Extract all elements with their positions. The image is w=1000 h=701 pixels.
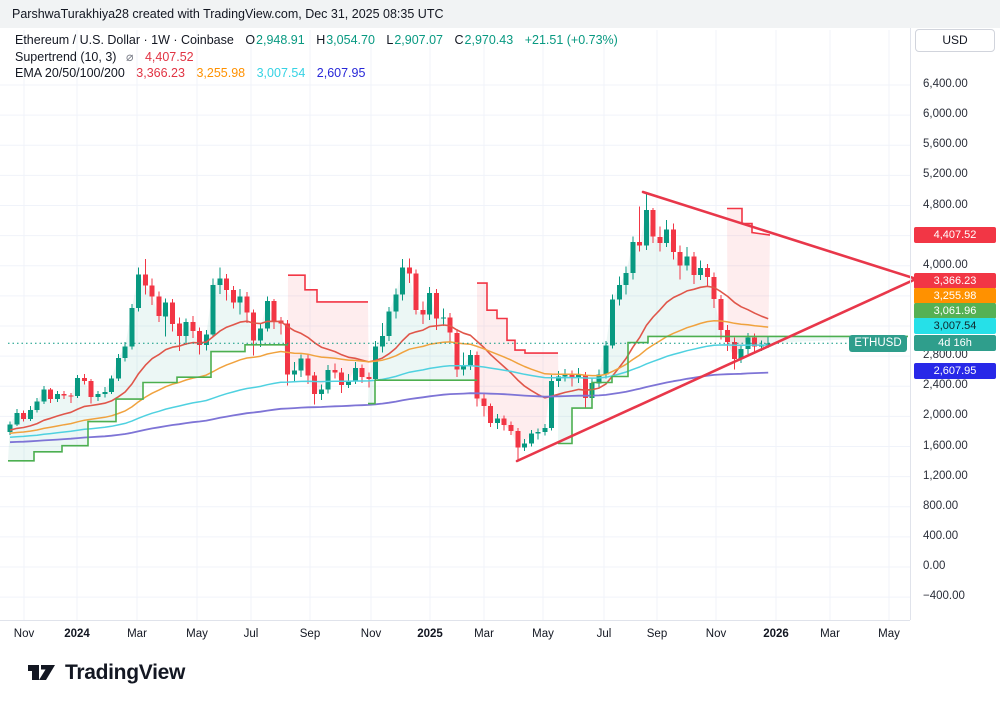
price-tick-label: 400.00 [923,529,959,542]
price-tick-label: 0.00 [923,560,946,572]
chart-legend: Ethereum / U.S. Dollar · 1W · Coinbase O… [15,33,618,83]
tradingview-logo-text: TradingView [65,661,186,684]
time-axis-label: Nov [13,628,35,640]
ema20-value: 3,366.23 [136,66,185,80]
time-axis-label: Mar [474,628,494,640]
high-label: H [316,33,326,47]
symbol-title[interactable]: Ethereum / U.S. Dollar · 1W · Coinbase [15,33,234,47]
ema200-value: 2,607.95 [316,66,366,80]
price-tick-label: 2,000.00 [923,409,968,422]
tradingview-watermark: TradingView [27,658,185,688]
close-value: 2,970.43 [464,33,514,47]
low-value: 2,907.07 [394,33,444,47]
time-axis-label: Sep [299,628,321,640]
ema20-badge: 3,366.23 [914,273,996,289]
time-axis[interactable]: Nov 2024 Mar May Jul Sep Nov 2025 Mar May Jul Sep No… [0,620,910,649]
ema50-badge: 3,255.98 [914,288,996,304]
time-axis-label: Nov [705,628,727,640]
ema100-badge: 3,007.54 [914,317,996,334]
supertrend-fills [8,208,908,461]
time-axis-label: Nov [360,628,382,640]
time-axis-label: 2024 [64,628,90,640]
tradingview-logo-icon [28,665,55,680]
price-tick-label: 4,800.00 [923,198,968,211]
ema50-value: 3,255.98 [196,66,246,80]
time-axis-label: Mar [127,628,147,640]
time-axis-label: May [878,628,900,640]
price-tick-label: −400.00 [923,590,965,603]
time-axis-label: Jul [243,628,259,640]
ema-lines [9,285,769,444]
supertrend-title[interactable]: Supertrend (10, 3) [15,49,117,64]
time-axis-label: Mar [820,628,840,640]
open-label: O [245,33,256,47]
price-tick-label: 4,000.00 [923,258,968,271]
time-axis-label: 2025 [417,628,443,640]
ema-title[interactable]: EMA 20/50/100/200 [15,66,125,80]
attribution-bar: ParshwaTurakhiya28 created with TradingV… [0,0,1000,28]
symbol-legend-row: Ethereum / U.S. Dollar · 1W · Coinbase O… [15,33,618,49]
price-tick-label: 1,200.00 [923,469,968,482]
currency-toggle-button[interactable]: USD [915,29,995,52]
price-tick-label: 800.00 [923,499,959,512]
price-tick-label: 6,000.00 [923,108,968,121]
low-label: L [386,33,394,47]
ema200-badge: 2,607.95 [914,362,996,379]
time-axis-label: 2026 [763,628,789,640]
price-tick-label: 5,200.00 [923,168,968,181]
supertrend-up-badge: 3,061.96 [914,303,996,319]
bar-countdown-badge: 4d 16h [914,335,996,352]
price-axis[interactable]: USD 6,400.00 6,000.00 5,600.00 5,200.00 4,80… [910,28,1000,620]
trendlines[interactable] [515,190,918,463]
high-value: 3,054.70 [326,33,375,47]
open-value: 2,948.91 [256,33,305,47]
time-axis-label: May [532,628,554,640]
time-axis-label: May [186,628,208,640]
price-tick-label: 2,800.00 [923,349,968,362]
attribution-text: ParshwaTurakhiya28 created with TradingV… [12,7,444,21]
diameter-icon: ⌀ [125,49,134,64]
price-tick-label: 2,400.00 [923,379,968,392]
supertrend-value: 4,407.52 [144,49,194,64]
price-tick-label: 6,400.00 [923,78,968,90]
ema100-value: 3,007.54 [256,66,306,80]
supertrend-legend-row: Supertrend (10, 3) ⌀ 4,407.52 [15,50,618,66]
price-tick-label: 5,600.00 [923,138,968,151]
supertrend-lines [8,207,908,462]
ema-legend-row: EMA 20/50/100/200 3,366.23 3,255.98 3,00… [15,66,618,82]
change-value: +21.51 (+0.73%) [524,33,618,47]
candlesticks [7,193,771,461]
time-axis-label: Jul [596,628,612,640]
time-axis-label: Sep [646,628,668,640]
close-label: C [454,33,464,47]
price-tick-label: 1,600.00 [923,439,968,452]
symbol-price-badge[interactable]: ETHUSD [849,335,907,352]
supertrend-down-badge: 4,407.52 [914,227,996,243]
